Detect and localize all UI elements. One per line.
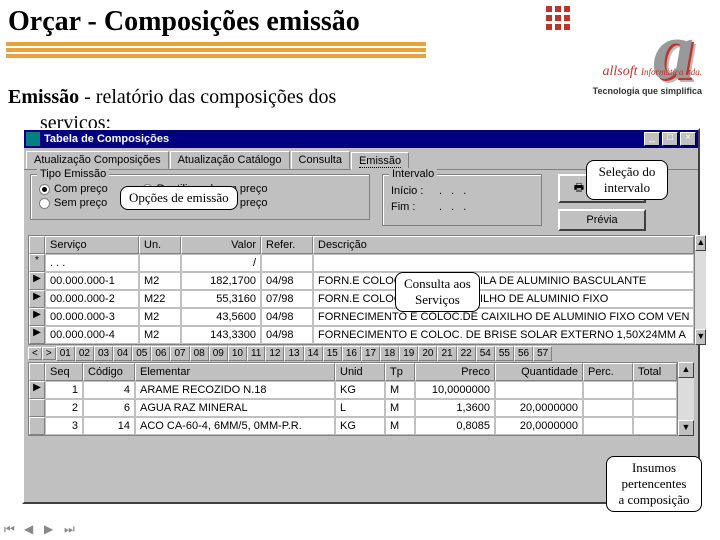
tabnum-13[interactable]: 13 [284, 346, 303, 361]
group-label-intervalo: Intervalo [389, 168, 437, 180]
maximize-button[interactable]: □ [662, 132, 678, 146]
nav-last-icon[interactable]: ⏭ [64, 522, 82, 536]
tabnum-06[interactable]: 06 [151, 346, 170, 361]
grid-servicos: Serviço Un. Valor Refer. Descrição *. . … [28, 235, 695, 345]
table-row[interactable]: ▶00.000.000-2M2255,316007/98FORN.E COLOC… [29, 290, 694, 308]
tabnum-04[interactable]: 04 [113, 346, 132, 361]
callout-opcoes: Opções de emissão [120, 186, 238, 210]
table-row[interactable]: 314ACO CA-60-4, 6MM/5, 0MM-P.R.KGM0,8085… [29, 417, 677, 435]
table-row[interactable]: 26AGUA RAZ MINERALLM1,360020,0000000 [29, 399, 677, 417]
col-unid[interactable]: Unid [335, 363, 385, 381]
col-elementar[interactable]: Elementar [135, 363, 335, 381]
nav-prev-icon[interactable]: ◀ [24, 522, 42, 536]
tabnum-16[interactable]: 16 [342, 346, 361, 361]
scroll-down-icon[interactable]: ▼ [678, 420, 694, 436]
input-inicio[interactable]: . . . [439, 185, 469, 197]
tabnum-09[interactable]: 09 [209, 346, 228, 361]
tabnum-57[interactable]: 57 [533, 346, 552, 361]
label-inicio: Início : [391, 185, 433, 197]
tabnum-07[interactable]: 07 [170, 346, 189, 361]
tabnum-56[interactable]: 56 [514, 346, 533, 361]
tabnum-02[interactable]: 02 [75, 346, 94, 361]
col-perc[interactable]: Perc. [583, 363, 633, 381]
tabnum-20[interactable]: 20 [418, 346, 437, 361]
tabnum-03[interactable]: 03 [94, 346, 113, 361]
tabnum-prev[interactable]: < [28, 347, 42, 360]
tabnum-18[interactable]: 18 [380, 346, 399, 361]
minimize-button[interactable]: _ [644, 132, 660, 146]
tabnum-12[interactable]: 12 [265, 346, 284, 361]
callout-insumos: Insumospertencentesa composição [606, 456, 702, 512]
col-preco[interactable]: Preco [415, 363, 495, 381]
col-codigo[interactable]: Código [83, 363, 135, 381]
tabnum-22[interactable]: 22 [457, 346, 476, 361]
tabnum-17[interactable]: 17 [361, 346, 380, 361]
col-un[interactable]: Un. [139, 236, 181, 254]
tabnum-54[interactable]: 54 [476, 346, 495, 361]
printer-icon: 🖶 [574, 179, 584, 198]
tabnum-11[interactable]: 11 [247, 346, 265, 361]
grid2-scrollbar[interactable]: ▲ ▼ [678, 362, 694, 436]
slide-subtitle: Emissão - relatório das composições dos [8, 86, 336, 109]
tabnum-01[interactable]: 01 [56, 346, 75, 361]
nav-first-icon[interactable]: ⏮ [4, 522, 22, 536]
tabnum-15[interactable]: 15 [323, 346, 342, 361]
radio-com-preco[interactable]: Com preço [39, 183, 108, 195]
table-row[interactable]: *. . ./ [29, 254, 694, 272]
group-label-tipo: Tipo Emissão [37, 168, 109, 180]
grid-insumos: Seq Código Elementar Unid Tp Preco Quant… [28, 362, 678, 436]
callout-consulta: Consulta aosServiços [395, 272, 480, 312]
window-title: Tabela de Composições [44, 133, 169, 145]
callout-selecao: Seleção do intervalo [586, 160, 668, 200]
table-row[interactable]: ▶00.000.000-4M2143,330004/98FORNECIMENTO… [29, 326, 694, 344]
tabnum-08[interactable]: 08 [190, 346, 209, 361]
previa-button[interactable]: Prévia [558, 209, 646, 231]
tabnum-next[interactable]: > [42, 347, 56, 360]
label-fim: Fim : [391, 201, 433, 213]
col-seq[interactable]: Seq [45, 363, 83, 381]
scroll-down-icon[interactable]: ▼ [695, 329, 706, 345]
titlebar: Tabela de Composições _ □ × [24, 130, 698, 148]
scroll-up-icon[interactable]: ▲ [695, 235, 706, 251]
col-total[interactable]: Total [633, 363, 677, 381]
page-tabs: < > 010203040506070809101112131415161718… [24, 345, 698, 362]
tabnum-10[interactable]: 10 [228, 346, 247, 361]
table-row[interactable]: ▶00.000.000-3M243,560004/98FORNECIMENTO … [29, 308, 694, 326]
slide-nav: ⏮ ◀ ▶ ⏭ [4, 522, 82, 536]
nav-next-icon[interactable]: ▶ [44, 522, 62, 536]
col-servico[interactable]: Serviço [45, 236, 139, 254]
brand-logo: a allsoft Informática ltda. Tecnologia q… [540, 2, 710, 102]
tab-consulta[interactable]: Consulta [291, 151, 350, 169]
tabnum-55[interactable]: 55 [495, 346, 514, 361]
group-intervalo: Intervalo Início :. . . Fim :. . . [382, 174, 542, 226]
tab-atualizacao-composicoes[interactable]: Atualização Composições [26, 151, 169, 169]
tabnum-14[interactable]: 14 [304, 346, 323, 361]
input-fim[interactable]: . . . [439, 201, 469, 213]
tabnum-19[interactable]: 19 [399, 346, 418, 361]
window-icon [26, 132, 40, 146]
tabnum-05[interactable]: 05 [132, 346, 151, 361]
tabnum-21[interactable]: 21 [437, 346, 456, 361]
table-row[interactable]: ▶14ARAME RECOZIDO N.18KGM10,0000000 [29, 381, 677, 399]
close-button[interactable]: × [680, 132, 696, 146]
radio-sem-preco[interactable]: Sem preço [39, 197, 108, 209]
col-tp[interactable]: Tp [385, 363, 415, 381]
col-quantidade[interactable]: Quantidade [495, 363, 583, 381]
title-underline [6, 42, 426, 56]
table-row[interactable]: ▶00.000.000-1M2182,170004/98FORN.E COLOC… [29, 272, 694, 290]
scroll-up-icon[interactable]: ▲ [678, 362, 694, 378]
col-descricao[interactable]: Descrição [313, 236, 694, 254]
slide-title: Orçar - Composições emissão [8, 6, 360, 38]
tab-atualizacao-catalogo[interactable]: Atualização Catálogo [170, 151, 290, 169]
grid1-scrollbar[interactable]: ▲ ▼ [695, 235, 706, 345]
col-valor[interactable]: Valor [181, 236, 261, 254]
col-refer[interactable]: Refer. [261, 236, 313, 254]
